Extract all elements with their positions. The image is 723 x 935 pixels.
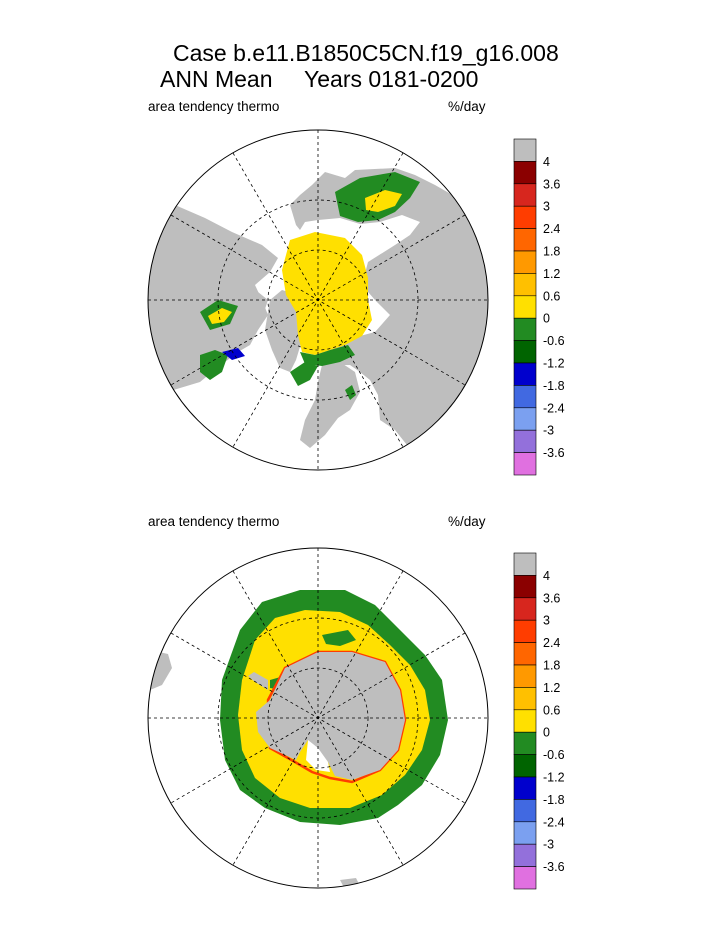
north-colorbar-label: -0.6 [543,334,565,348]
north-colorbar-label: -1.8 [543,379,565,393]
north-colorbar-swatch [513,407,537,431]
north-meridian-120 [170,214,466,386]
north-colorbar-label: -1.2 [543,357,565,371]
north-ice-green-barents [345,385,356,400]
north-colorbar-swatch [513,273,537,297]
south-colorbar-swatch [513,799,537,823]
north-colorbar-swatch [513,205,537,229]
south-colorbar-swatch [513,642,537,666]
north-colorbar-swatch [513,362,537,386]
north-land-greenland [265,290,305,372]
south-colorbar: 4 3.6 3 2.4 1.8 1.2 0.6 0 -0.6 -1.2 -1.8 -2.4 -3 -3.6 [513,552,565,890]
south-meridian-120 [170,632,466,804]
north-colorbar-swatch [513,317,537,341]
north-colorbar: 4 3.6 3 2.4 1.8 1.2 0.6 0 -0.6 -1.2 -1.8 -2.4 -3 -3.6 [513,138,565,476]
north-colorbar-label: -2.4 [543,401,565,415]
north-colorbar-swatch [513,385,537,409]
south-colorbar-label: 3 [543,614,550,628]
south-colorbar-swatch [513,821,537,845]
south-colorbar-swatch [513,754,537,778]
south-ice-green-patch-2 [322,630,356,646]
north-colorbar-label: 1.2 [543,267,560,281]
north-ice-yellow [282,232,372,355]
south-left-label: area tendency thermo [148,514,280,529]
north-colorbar-label: -3.6 [543,446,565,460]
north-colorbar-swatch [513,183,537,207]
north-map-border [147,129,489,471]
south-colorbar-label: 3.6 [543,591,560,605]
north-left-label: area tendency thermo [148,99,280,114]
north-colorbar-label: 3 [543,200,550,214]
north-ice-green-greenlandsea [290,362,318,386]
north-colorbar-label: -3 [543,424,554,438]
south-polar-map [147,547,489,889]
south-colorbar-label: 4 [543,569,550,583]
south-land-antarctica [256,652,405,780]
north-ice-yellow-siberia [365,190,402,212]
north-colorbar-swatch [513,250,537,274]
south-colorbar-swatch [513,597,537,621]
south-colorbar-label: 1.2 [543,681,560,695]
south-land-peninsula [248,672,268,690]
north-colorbar-swatch [513,340,537,364]
south-colorbar-swatch [513,687,537,711]
north-ice-green-hudson [200,350,228,380]
north-polar-map [147,129,489,471]
north-ice-yellow-baffin [208,308,232,324]
south-ross-notch [306,740,330,772]
north-colorbar-label: 4 [543,155,550,169]
south-colorbar-label: -0.6 [543,748,565,762]
south-colorbar-label: 0.6 [543,703,560,717]
south-map-border [147,547,489,889]
south-colorbar-swatch [513,619,537,643]
north-colorbar-label: 1.8 [543,245,560,259]
south-colorbar-swatch [513,552,537,576]
south-colorbar-label: -1.8 [543,793,565,807]
south-colorbar-label: -3.6 [543,860,565,874]
south-colorbar-swatch [513,776,537,800]
south-colorbar-swatch [513,731,537,755]
north-colorbar-swatch [513,138,537,162]
north-colorbar-swatch [513,429,537,453]
north-land-namerica [148,205,278,400]
south-colorbar-label: 2.4 [543,636,560,650]
south-colorbar-label: -1.2 [543,771,565,785]
north-colorbar-swatch [513,452,537,476]
south-colorbar-label: -3 [543,838,554,852]
south-colorbar-label: 0 [543,726,550,740]
north-ice-blue-hudson [222,348,245,360]
north-colorbar-label: 0.6 [543,289,560,303]
south-colorbar-label: -2.4 [543,815,565,829]
north-colorbar-label: 0 [543,312,550,326]
north-colorbar-label: 3.6 [543,177,560,191]
north-colorbar-swatch [513,228,537,252]
north-land-europe [300,362,360,448]
chart-title-line2: ANN Mean Years 0181-0200 [160,66,479,92]
south-colorbar-swatch [513,866,537,890]
north-right-label: %/day [448,99,486,114]
south-right-label: %/day [448,514,486,529]
south-colorbar-swatch [513,664,537,688]
north-colorbar-label: 2.4 [543,222,560,236]
south-colorbar-swatch [513,843,537,867]
north-ice-green-rim [300,345,355,366]
south-colorbar-swatch [513,575,537,599]
north-land-eurasia [290,168,488,455]
south-colorbar-swatch [513,709,537,733]
chart-title-line1: Case b.e11.B1850C5CN.f19_g16.008 [173,40,559,66]
north-colorbar-swatch [513,295,537,319]
south-colorbar-label: 1.8 [543,659,560,673]
north-colorbar-swatch [513,161,537,185]
